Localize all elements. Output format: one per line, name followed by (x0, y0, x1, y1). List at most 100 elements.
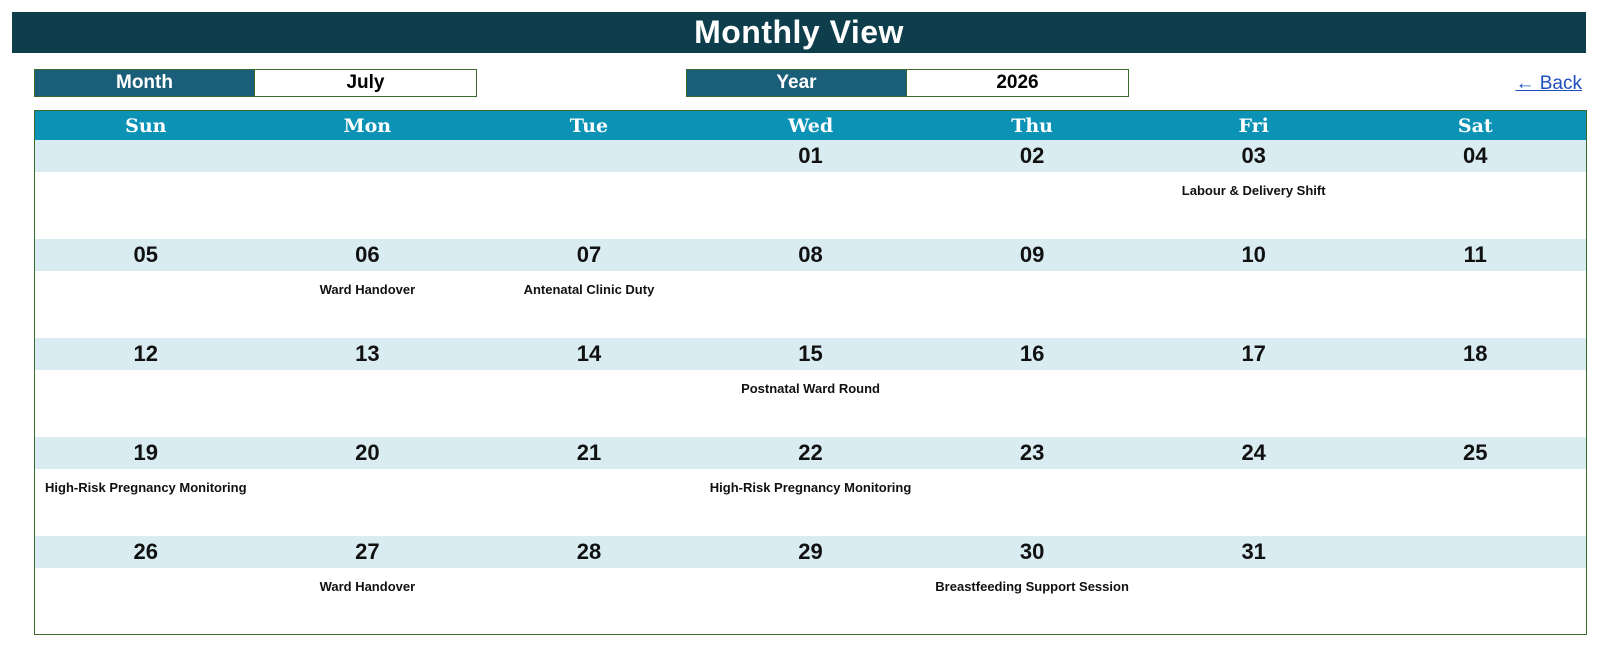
day-event[interactable] (478, 172, 700, 239)
day-number[interactable]: 29 (798, 539, 823, 564)
day-number[interactable]: 10 (1241, 242, 1266, 267)
day-event[interactable] (1364, 370, 1586, 437)
day-event[interactable] (35, 271, 257, 338)
day-number[interactable] (478, 140, 700, 172)
weeks-container: 01 02 03 04 Labour & Delivery Shift 05 06 07 08 0… (35, 140, 1586, 635)
calendar-grid: Sun Mon Tue Wed Thu Fri Sat 01 02 03 04 Labo… (34, 110, 1587, 635)
day-event[interactable] (700, 568, 922, 635)
day-number[interactable]: 01 (798, 143, 823, 168)
day-event[interactable] (478, 568, 700, 635)
day-number[interactable]: 22 (798, 440, 823, 465)
day-number[interactable]: 25 (1463, 440, 1488, 465)
day-number[interactable]: 08 (798, 242, 823, 267)
year-dropdown[interactable]: 2026 (907, 69, 1129, 97)
calendar-week: 19 20 21 22 23 24 25 High-Risk Pregnancy Monito… (35, 437, 1586, 536)
date-row: 19 20 21 22 23 24 25 (35, 437, 1586, 469)
day-event[interactable] (1364, 172, 1586, 239)
day-number[interactable]: 04 (1463, 143, 1488, 168)
month-selector: Month July (34, 69, 477, 97)
month-label: Month (34, 69, 255, 97)
back-link[interactable]: ← Back (1515, 73, 1582, 94)
day-number[interactable]: 05 (133, 242, 159, 267)
year-selector: Year 2026 (686, 69, 1129, 97)
day-event[interactable]: High-Risk Pregnancy Monitoring (709, 480, 912, 495)
day-event[interactable] (921, 370, 1143, 437)
weekday-header: Sun Mon Tue Wed Thu Fri Sat (35, 111, 1586, 140)
day-number[interactable]: 15 (798, 341, 823, 366)
day-number[interactable]: 09 (1019, 242, 1045, 267)
day-event[interactable] (921, 172, 1143, 239)
day-number[interactable]: 20 (355, 440, 380, 465)
day-number[interactable]: 30 (1019, 539, 1045, 564)
weekday-tue: Tue (569, 114, 609, 137)
day-event[interactable]: Ward Handover (319, 579, 416, 594)
weekday-wed: Wed (787, 114, 834, 137)
weekday-sat: Sat (1457, 114, 1493, 137)
day-event[interactable] (478, 370, 700, 437)
day-number[interactable]: 12 (133, 341, 159, 366)
event-row: Ward Handover Breastfeeding Support Sessi… (35, 568, 1586, 635)
day-number[interactable]: 23 (1019, 440, 1045, 465)
calendar-week: 26 27 28 29 30 31 Ward Handover Breastfeeding S… (35, 536, 1586, 635)
calendar-week: 01 02 03 04 Labour & Delivery Shift (35, 140, 1586, 239)
day-event[interactable] (1143, 370, 1365, 437)
day-number[interactable]: 06 (355, 242, 380, 267)
day-event[interactable]: Breastfeeding Support Session (935, 579, 1129, 594)
day-event[interactable] (35, 568, 257, 635)
day-event[interactable]: Antenatal Clinic Duty (523, 282, 655, 297)
calendar-week: 05 06 07 08 09 10 11 Ward Handover Antenatal Cli… (35, 239, 1586, 338)
day-number[interactable]: 17 (1241, 341, 1266, 366)
month-dropdown[interactable]: July (255, 69, 477, 97)
day-number[interactable]: 07 (576, 242, 602, 267)
weekday-fri: Fri (1238, 114, 1269, 137)
day-event[interactable] (257, 370, 479, 437)
day-event[interactable] (478, 469, 700, 536)
event-row: Postnatal Ward Round (35, 370, 1586, 437)
day-number[interactable]: 11 (1463, 242, 1487, 267)
day-event[interactable]: Ward Handover (319, 282, 416, 297)
day-number[interactable] (1364, 536, 1586, 568)
year-label: Year (686, 69, 907, 97)
day-event[interactable] (257, 172, 479, 239)
day-number[interactable] (35, 140, 257, 172)
day-number[interactable]: 14 (576, 341, 602, 366)
day-number[interactable]: 13 (355, 341, 380, 366)
day-event[interactable] (257, 469, 479, 536)
day-event[interactable] (1364, 271, 1586, 338)
day-event[interactable] (700, 271, 922, 338)
day-event[interactable] (1364, 469, 1586, 536)
day-number[interactable]: 28 (576, 539, 602, 564)
weekday-sun: Sun (125, 114, 167, 137)
weekday-thu: Thu (1011, 114, 1053, 137)
day-event[interactable] (35, 172, 257, 239)
day-number[interactable]: 03 (1241, 143, 1266, 168)
day-event[interactable] (1143, 469, 1365, 536)
event-row: Ward Handover Antenatal Clinic Duty (35, 271, 1586, 338)
date-row: 12 13 14 15 16 17 18 (35, 338, 1586, 370)
day-number[interactable]: 02 (1019, 143, 1045, 168)
day-number[interactable]: 18 (1463, 341, 1488, 366)
day-number[interactable]: 24 (1241, 440, 1266, 465)
day-number[interactable]: 31 (1241, 539, 1266, 564)
day-number[interactable]: 19 (133, 440, 159, 465)
day-event[interactable]: High-Risk Pregnancy Monitoring (45, 480, 247, 495)
date-row: 26 27 28 29 30 31 (35, 536, 1586, 568)
calendar-week: 12 13 14 15 16 17 18 Postnatal Ward Round (35, 338, 1586, 437)
day-number[interactable]: 26 (133, 539, 159, 564)
event-row: Labour & Delivery Shift (35, 172, 1586, 239)
day-event[interactable] (700, 172, 922, 239)
day-event[interactable] (1143, 568, 1365, 635)
day-number[interactable]: 27 (355, 539, 380, 564)
day-number[interactable]: 21 (576, 440, 602, 465)
day-event[interactable] (1364, 568, 1586, 635)
day-number[interactable] (257, 140, 479, 172)
date-row: 01 02 03 04 (35, 140, 1586, 172)
day-number[interactable]: 16 (1019, 341, 1045, 366)
day-event[interactable] (921, 271, 1143, 338)
day-event[interactable]: Labour & Delivery Shift (1181, 183, 1326, 198)
day-event[interactable]: Postnatal Ward Round (741, 381, 880, 396)
day-event[interactable] (35, 370, 257, 437)
day-event[interactable] (921, 469, 1143, 536)
event-row: High-Risk Pregnancy Monitoring High-Risk … (35, 469, 1586, 536)
day-event[interactable] (1143, 271, 1365, 338)
